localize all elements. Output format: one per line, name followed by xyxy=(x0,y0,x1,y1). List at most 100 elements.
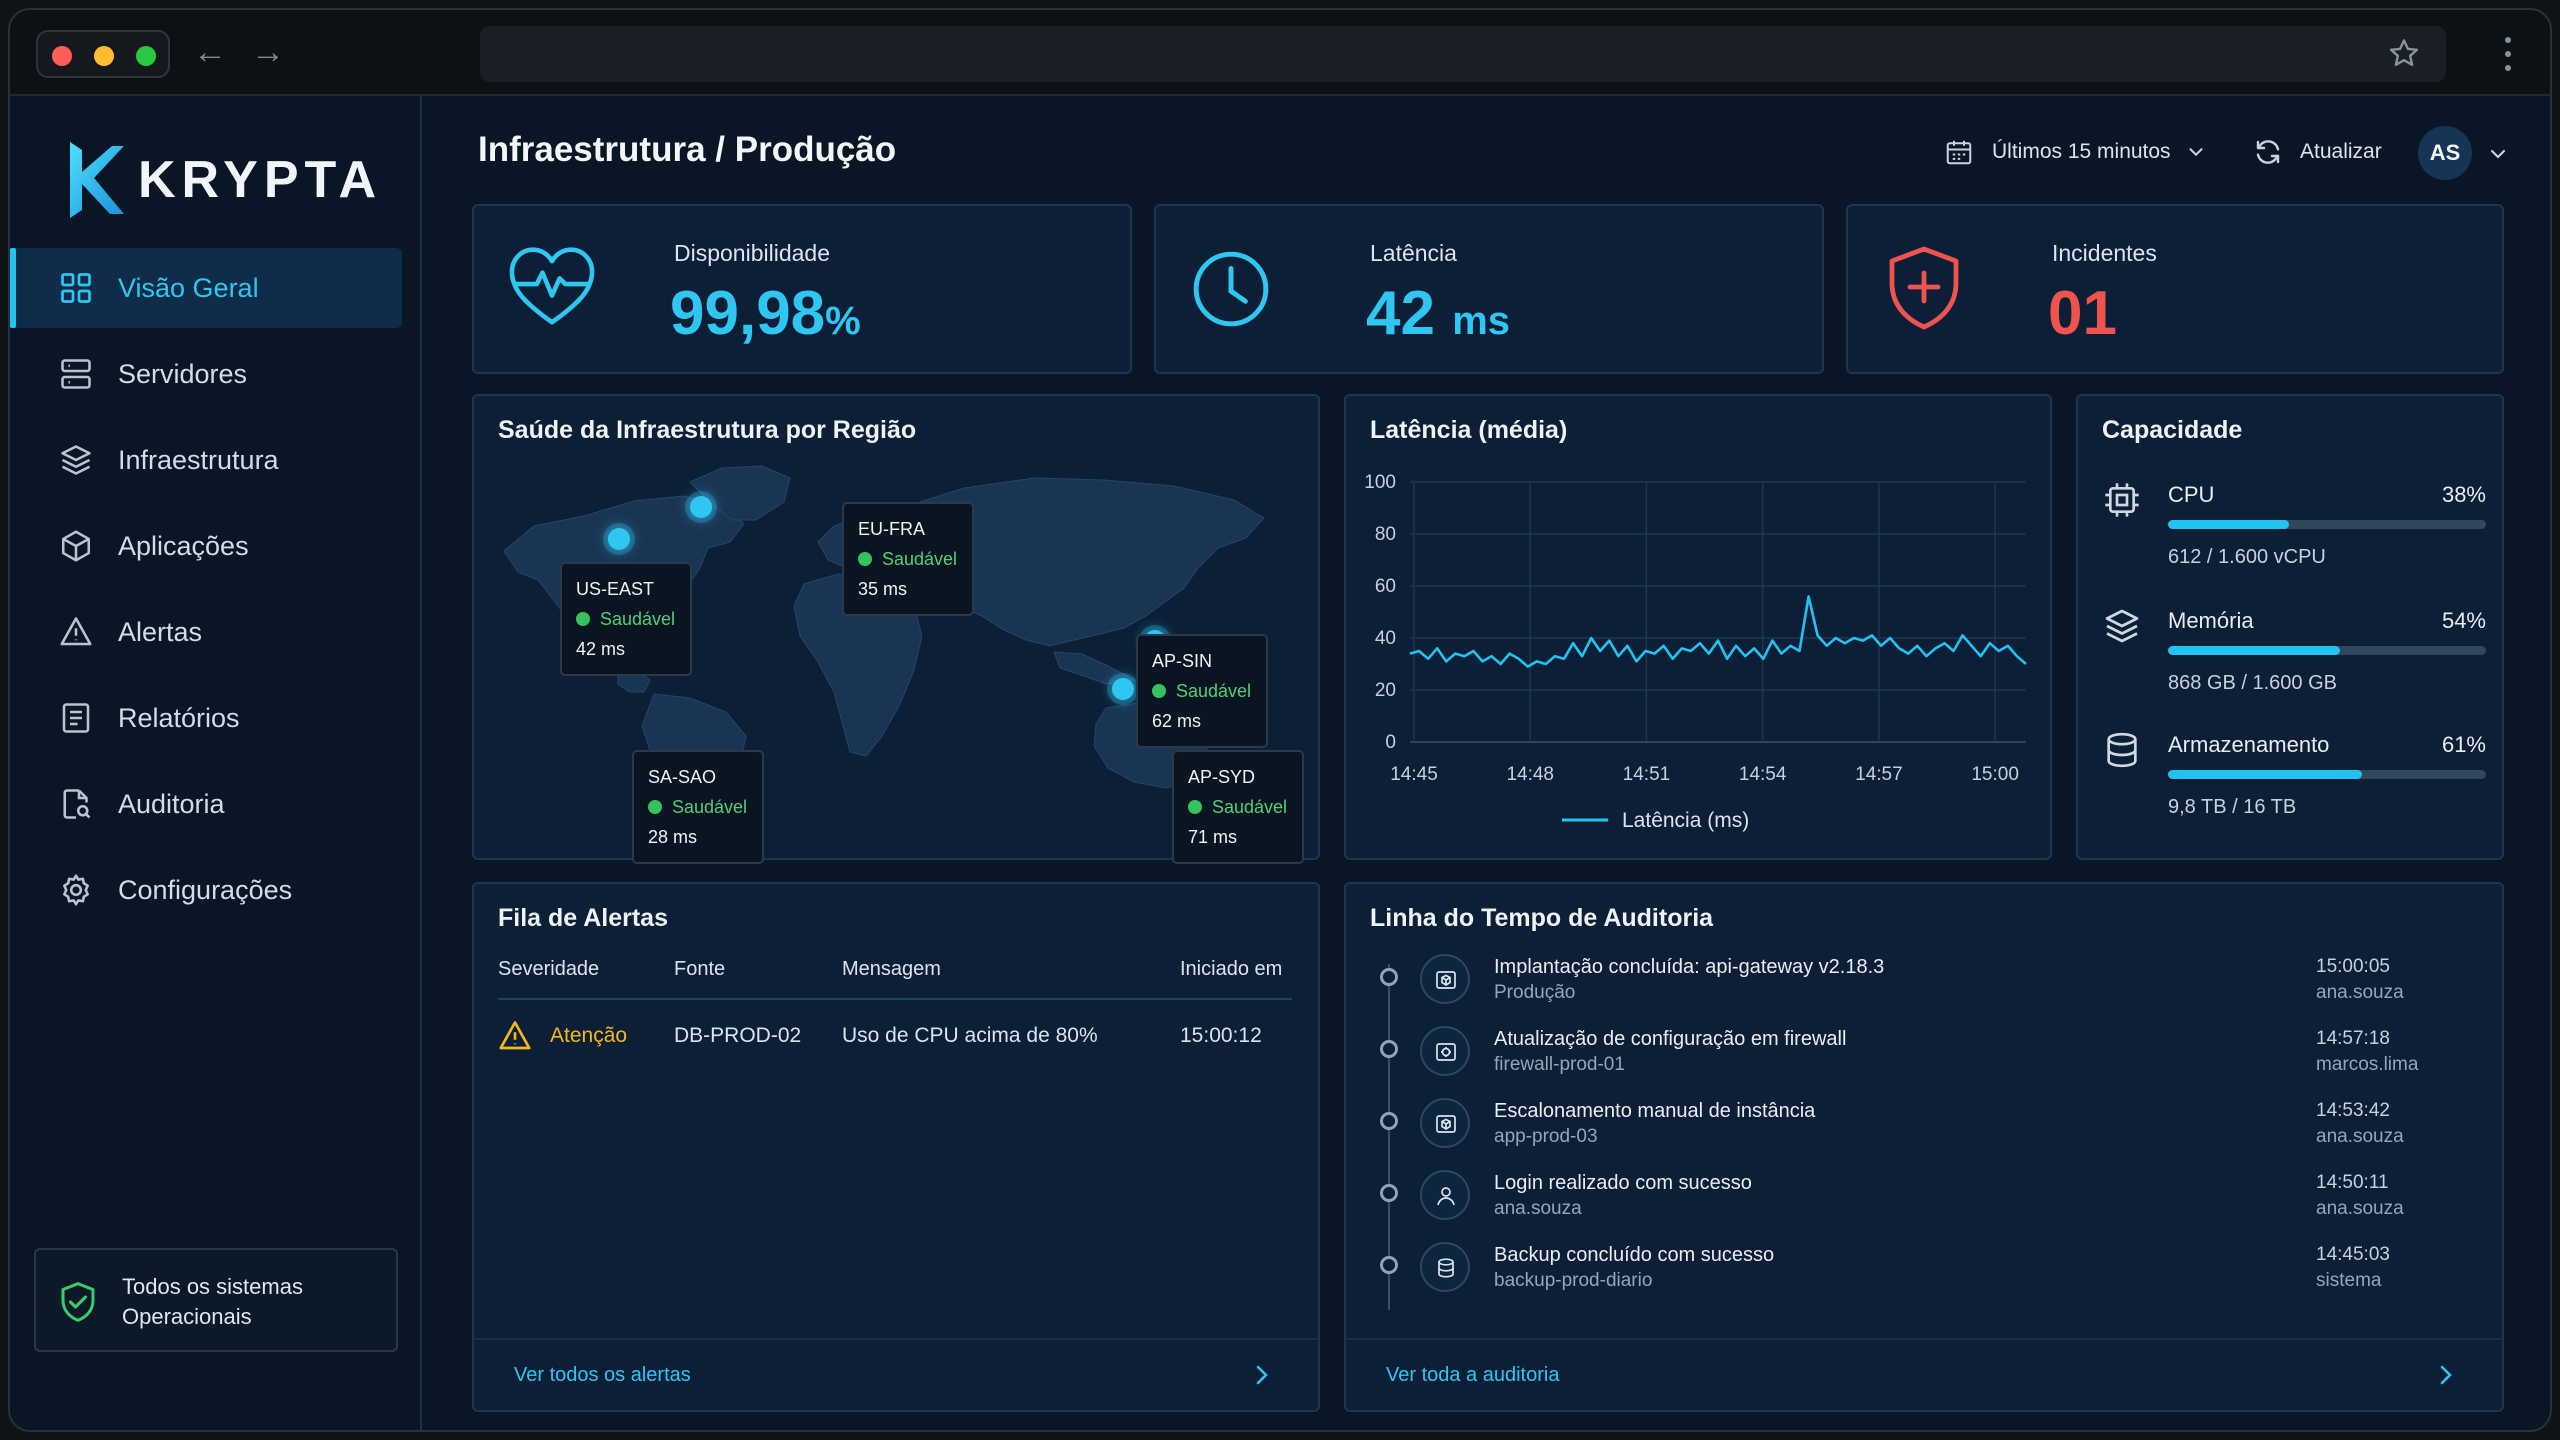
card-title: Fila de Alertas xyxy=(498,904,668,932)
region-tooltip-us-east[interactable]: US-EAST Saudável 42 ms xyxy=(560,562,692,676)
view-all-alerts-link[interactable]: Ver todos os alertas xyxy=(514,1364,691,1386)
audit-subtitle: Produção xyxy=(1494,982,1576,1003)
capacity-bar xyxy=(2168,520,2486,529)
capacity-detail: 612 / 1.600 vCPU xyxy=(2168,546,2326,568)
kpi-unit: ms xyxy=(1452,299,1511,343)
brand-logo[interactable]: KRYPTA xyxy=(66,140,382,220)
sidebar-item-configuracoes[interactable]: Configurações xyxy=(10,850,402,930)
sidebar-item-auditoria[interactable]: Auditoria xyxy=(10,764,402,844)
audit-time: 15:00:05 xyxy=(2316,956,2390,977)
layers-icon xyxy=(61,445,91,475)
latency-line-chart: 0 20 40 60 80 100 14:45 14:48 14:51 14:54 14:57 15… xyxy=(1364,472,2027,832)
audit-title: Backup concluído com sucesso xyxy=(1494,1244,1775,1266)
timeline-dot xyxy=(1380,968,1398,986)
cpu-icon xyxy=(2105,483,2139,517)
region-latency: 71 ms xyxy=(1188,827,1238,847)
region-pin-eu-fra[interactable] xyxy=(690,496,712,518)
capacity-bar xyxy=(2168,646,2486,655)
region-name: US-EAST xyxy=(576,579,655,599)
timeline-dot xyxy=(1380,1040,1398,1058)
close-window-button[interactable] xyxy=(52,46,72,66)
region-tooltip-ap-sin[interactable]: AP-SIN Saudável 62 ms xyxy=(1136,634,1268,748)
region-status: Saudável xyxy=(576,604,676,634)
audit-subtitle: firewall-prod-01 xyxy=(1494,1054,1625,1075)
sidebar-item-relatorios[interactable]: Relatórios xyxy=(10,678,402,758)
audit-time: 14:53:42 xyxy=(2316,1100,2390,1121)
audit-item[interactable]: Backup concluído com sucesso backup-prod… xyxy=(1346,1242,2502,1312)
region-status: Saudável xyxy=(1152,676,1252,706)
audit-item[interactable]: Login realizado com sucesso ana.souza 14… xyxy=(1346,1170,2502,1240)
region-tooltip-sa-sao[interactable]: SA-SAO Saudável 28 ms xyxy=(632,750,764,864)
forward-arrow-icon[interactable]: → xyxy=(251,33,285,71)
clock-icon xyxy=(1193,251,1269,327)
sidebar: KRYPTA Visão Geral Servidores Infraestru… xyxy=(10,96,422,1430)
timeline-dot xyxy=(1380,1256,1398,1274)
audit-footer-link[interactable]: Ver toda a auditoria xyxy=(1346,1338,2502,1410)
card-title: Linha do Tempo de Auditoria xyxy=(1370,904,1714,932)
maximize-window-button[interactable] xyxy=(136,46,156,66)
capacity-name: Memória xyxy=(2168,608,2254,633)
system-status-panel: Todos os sistemas Operacionais xyxy=(34,1248,398,1352)
kpi-unit: % xyxy=(825,299,861,343)
browser-menu-icon[interactable] xyxy=(2504,34,2512,74)
region-latency: 42 ms xyxy=(576,639,626,659)
capacity-name: Armazenamento xyxy=(2168,732,2330,757)
settings-box-icon xyxy=(1420,1026,1470,1076)
capacity-percent: 38% xyxy=(2441,482,2486,507)
audit-item[interactable]: Implantação concluída: api-gateway v2.18… xyxy=(1346,954,2502,1024)
cube-icon xyxy=(61,530,91,562)
alert-source: DB-PROD-02 xyxy=(674,1024,802,1047)
sidebar-item-aplicacoes[interactable]: Aplicações xyxy=(10,506,402,586)
audit-time: 14:57:18 xyxy=(2316,1028,2390,1049)
browser-chrome: ← → xyxy=(10,10,2550,96)
capacity-bar-fill xyxy=(2168,646,2340,655)
sidebar-item-visao-geral[interactable]: Visão Geral xyxy=(10,248,402,328)
chevron-down-icon xyxy=(2189,148,2203,157)
audit-item[interactable]: Atualização de configuração em firewall … xyxy=(1346,1026,2502,1096)
minimize-window-button[interactable] xyxy=(94,46,114,66)
region-tooltip-eu-fra[interactable]: EU-FRA Saudável 35 ms xyxy=(842,502,974,616)
brand-name: KRYPTA xyxy=(138,151,382,209)
region-name: SA-SAO xyxy=(648,767,717,787)
column-header-severidade[interactable]: Severidade xyxy=(498,958,600,980)
sidebar-item-infraestrutura[interactable]: Infraestrutura xyxy=(10,420,402,500)
user-avatar[interactable]: AS xyxy=(2418,126,2472,180)
view-all-audit-link[interactable]: Ver toda a auditoria xyxy=(1386,1364,1560,1386)
region-status: Saudável xyxy=(1188,792,1288,822)
backup-icon xyxy=(1420,1242,1470,1292)
audit-time: 14:45:03 xyxy=(2316,1244,2390,1265)
bookmark-star-icon[interactable] xyxy=(2386,36,2422,72)
sidebar-item-alertas[interactable]: Alertas xyxy=(10,592,402,672)
sidebar-item-label: Relatórios xyxy=(118,702,240,733)
region-latency: 35 ms xyxy=(858,579,908,599)
refresh-icon xyxy=(2256,140,2280,164)
table-divider xyxy=(498,998,1292,1000)
kpi-label: Incidentes xyxy=(2052,240,2157,266)
legend-label: Latência (ms) xyxy=(1622,809,1749,832)
kpi-card-latencia: Latência 42 ms xyxy=(1154,204,1824,374)
column-header-fonte[interactable]: Fonte xyxy=(674,958,726,980)
audit-item[interactable]: Escalonamento manual de instância app-pr… xyxy=(1346,1098,2502,1168)
time-range-selector[interactable]: Últimos 15 minutos xyxy=(1944,124,2207,180)
x-tick-label: 14:57 xyxy=(1855,764,1903,785)
region-pin-us-east[interactable] xyxy=(608,528,630,550)
heart-pulse-icon xyxy=(509,247,595,325)
user-icon xyxy=(1420,1170,1470,1220)
region-tooltip-ap-syd[interactable]: AP-SYD Saudável 71 ms xyxy=(1172,750,1304,864)
sidebar-item-servidores[interactable]: Servidores xyxy=(10,334,402,414)
alerts-footer-link[interactable]: Ver todos os alertas xyxy=(474,1338,1318,1410)
user-menu-chevron-icon[interactable] xyxy=(2486,142,2510,166)
x-tick-label: 15:00 xyxy=(1971,764,2019,785)
back-arrow-icon[interactable]: ← xyxy=(193,33,227,71)
address-bar[interactable] xyxy=(480,26,2446,82)
y-tick-label: 60 xyxy=(1375,576,1396,597)
column-header-mensagem[interactable]: Mensagem xyxy=(842,958,941,980)
column-header-iniciado-em[interactable]: Iniciado em xyxy=(1180,958,1283,980)
refresh-button[interactable]: Atualizar xyxy=(2252,124,2382,180)
sidebar-nav: Visão Geral Servidores Infraestrutura Ap… xyxy=(10,248,420,936)
grid-icon xyxy=(61,273,91,303)
alert-message: Uso de CPU acima de 80% xyxy=(842,1024,1098,1047)
region-pin-ap-sin[interactable] xyxy=(1112,678,1134,700)
x-tick-label: 14:51 xyxy=(1623,764,1671,785)
sidebar-item-label: Configurações xyxy=(118,874,293,905)
